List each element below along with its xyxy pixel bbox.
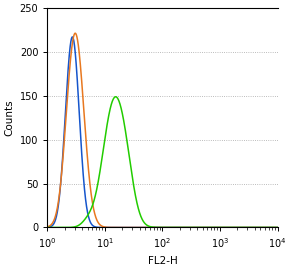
X-axis label: FL2-H: FL2-H <box>148 256 177 266</box>
Y-axis label: Counts: Counts <box>4 100 14 136</box>
